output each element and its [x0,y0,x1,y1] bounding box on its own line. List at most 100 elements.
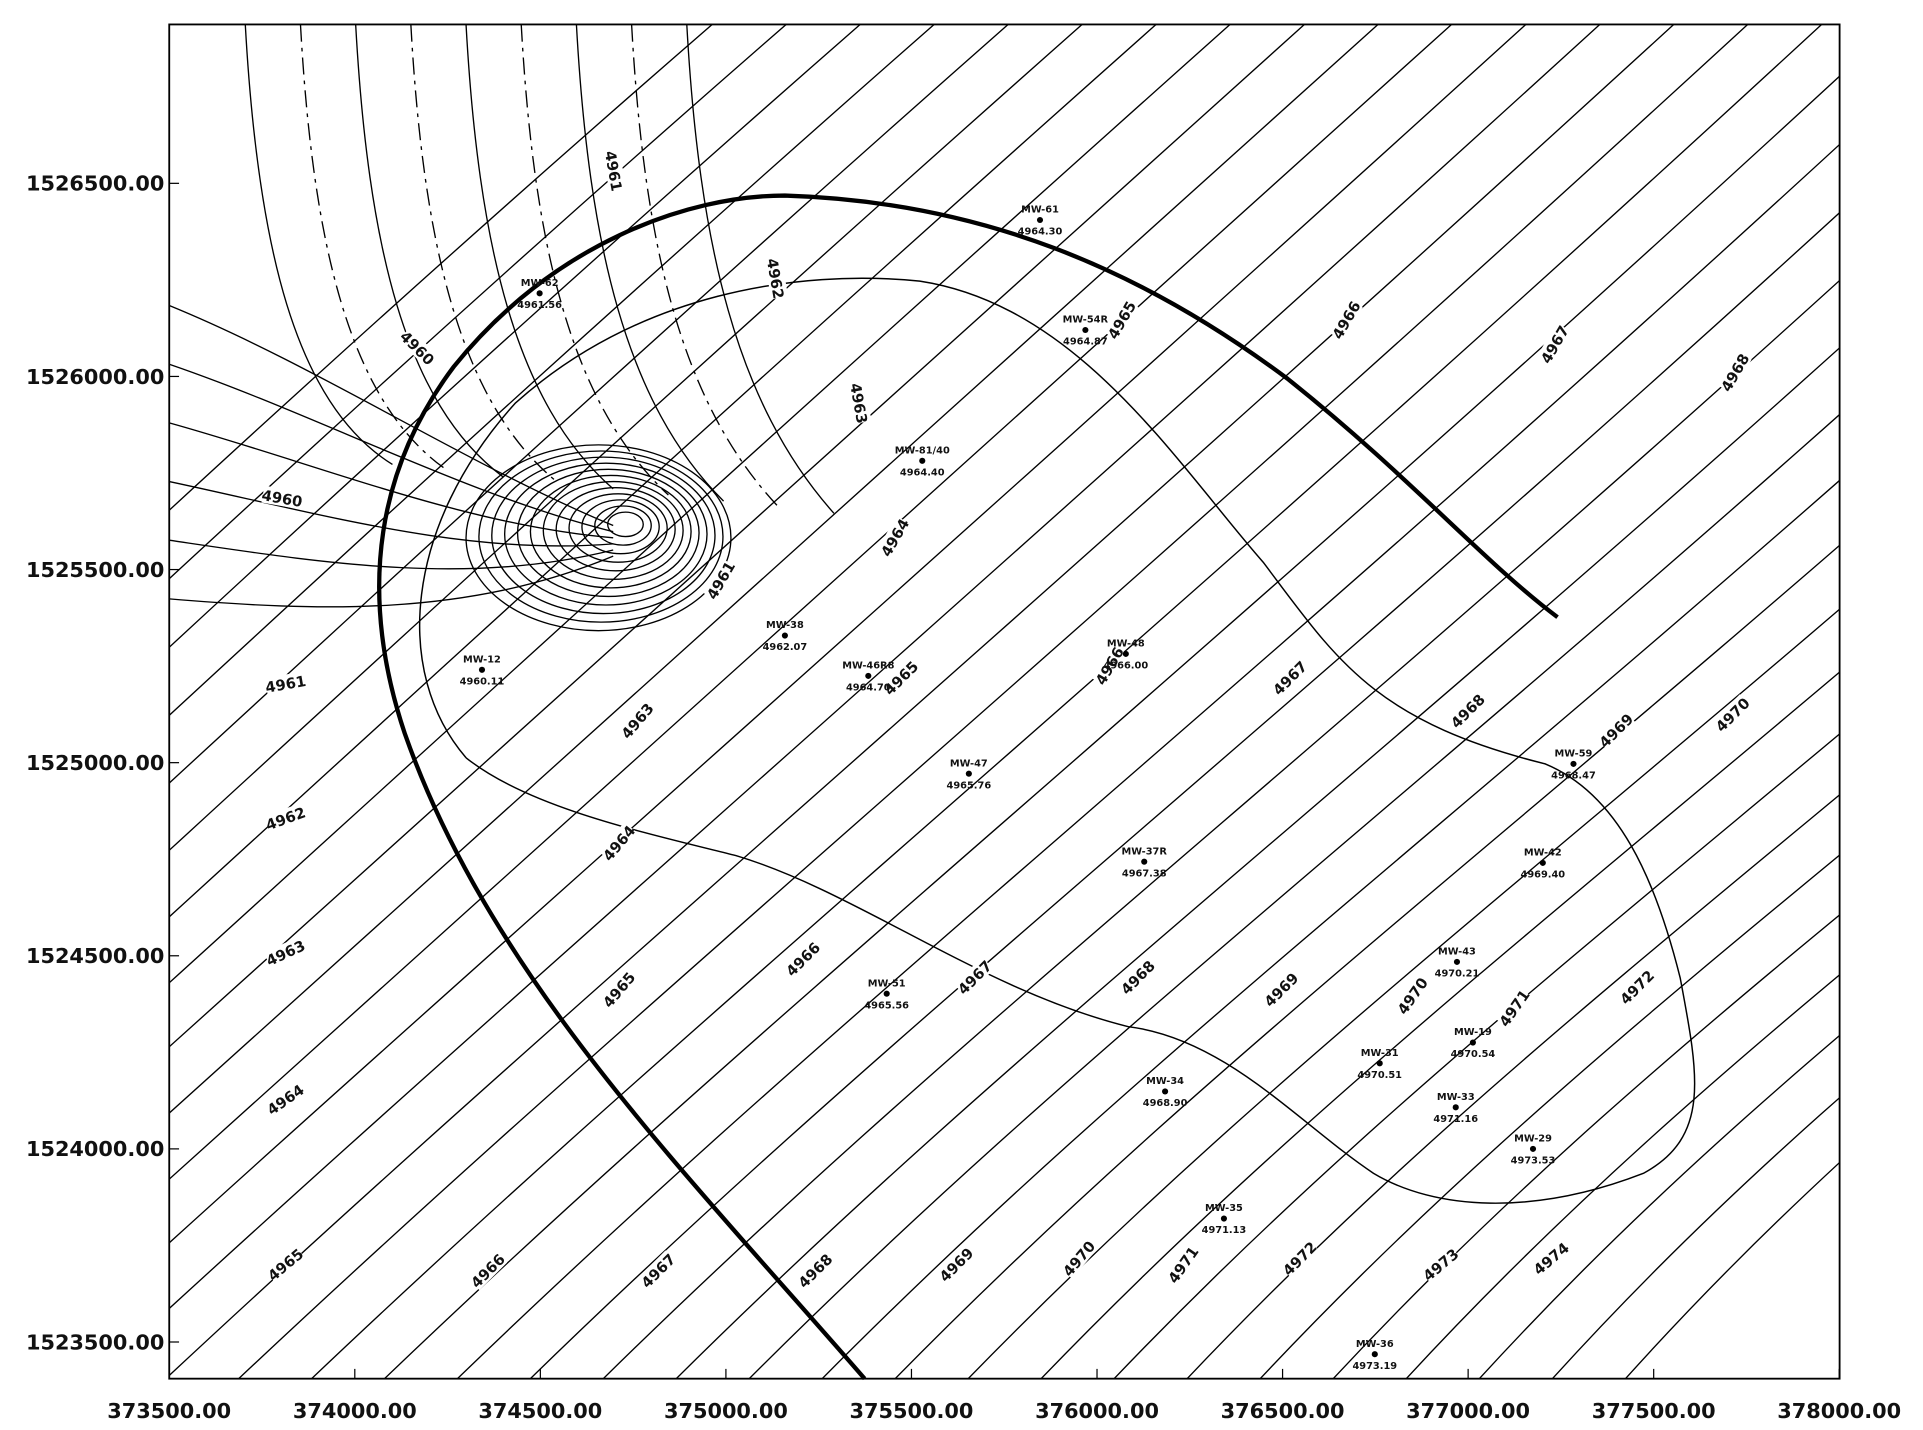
contour-line [0,0,1533,1430]
contour-line [0,0,1607,1430]
contour-label: 4966 [1329,299,1364,343]
well-name: MW-35 [1205,1203,1243,1214]
well-name: MW-51 [868,978,906,989]
well-value: 4964.70 [846,683,891,694]
contour-label: 4961 [264,673,307,697]
contour-label: 4970 [1060,1238,1099,1280]
contour-line [908,0,1923,1430]
contour-line [687,24,834,513]
well-value: 4971.16 [1433,1114,1478,1125]
well-value: 4970.21 [1435,969,1480,980]
well [865,673,871,679]
well-value: 4973.19 [1352,1361,1397,1372]
well-name: MW-54R [1063,315,1109,326]
x-tick-label: 374000.00 [293,1399,417,1423]
contour-label: 4963 [846,382,870,425]
well-value: 4961.56 [517,300,562,311]
contour-line [25,0,1681,1430]
well-value: 4965.76 [947,780,992,791]
contour-line [1128,0,1923,1430]
well [1570,761,1576,767]
well-name: MW-62 [521,278,559,289]
contour-label: 4964 [600,822,639,864]
well-value: 4964.30 [1018,227,1063,238]
well-name: MW-12 [463,654,501,665]
well [1530,1146,1536,1152]
well-name: MW-38 [766,620,804,631]
well [966,771,972,777]
well [479,667,485,673]
y-tick-label: 1526000.00 [26,365,164,389]
y-tick-label: 1525500.00 [26,558,164,582]
well-name: MW-36 [1356,1339,1394,1350]
contour-ring [569,494,667,562]
contour-label: 4960 [260,487,303,511]
well-value: 4965.56 [864,1000,909,1011]
well [1454,959,1460,965]
contour-label: 4965 [265,1246,307,1285]
map-frame [169,24,1839,1378]
well-value: 4967.38 [1122,868,1167,879]
well-name: MW-42 [1524,848,1562,859]
well-value: 4962.07 [763,642,808,653]
well [1037,217,1043,223]
contour-line [0,0,871,1430]
contour-line [0,0,944,1430]
contour-label: 4961 [601,150,625,193]
well-value: 4973.53 [1511,1156,1556,1167]
x-tick-label: 377000.00 [1406,1399,1530,1423]
x-tick-label: 377500.00 [1592,1399,1716,1423]
y-tick-label: 1525000.00 [26,751,164,775]
contour-line [1202,0,1923,1430]
well [1162,1088,1168,1094]
x-tick-label: 375000.00 [664,1399,788,1423]
x-tick-label: 374500.00 [478,1399,602,1423]
well-name: MW-61 [1021,205,1059,216]
contour-line [1496,0,1923,1430]
well-name: MW-47 [950,758,988,769]
contour-label: 4961 [704,559,739,603]
well-name: MW-33 [1437,1092,1475,1103]
contour-line [0,0,1312,1430]
x-tick-label: 373500.00 [107,1399,231,1423]
contour-line [169,364,613,531]
contour-label: 4964 [878,516,913,560]
well-name: MW-37R [1122,846,1168,857]
well-value: 4964.87 [1063,337,1108,348]
well-value: 4964.40 [900,467,945,478]
plume-boundary [420,278,1695,1203]
contour-line [466,24,613,488]
contour-map: 4961496249634960496049614962496349644965… [0,0,1923,1430]
well-value: 4960.11 [460,676,505,687]
contour-line [245,24,392,464]
well-name: MW-81/40 [895,445,950,456]
contour-line [98,0,1754,1430]
well [537,290,543,296]
contour-line [1423,0,1923,1430]
well-name: MW-46R8 [842,661,894,672]
well [1082,327,1088,333]
contour-label: 4965 [1105,299,1140,343]
well [1372,1351,1378,1357]
contour-label: 4965 [600,969,639,1011]
contour-line [169,423,613,538]
contour-line [1275,0,1923,1430]
contour-line [245,0,1901,1430]
well-value: 4966.00 [1104,661,1149,672]
well [884,991,890,997]
contour-label: 4968 [1718,351,1753,395]
contour-ring [608,512,644,536]
well-name: MW-29 [1514,1134,1552,1145]
x-tick-label: 376000.00 [1035,1399,1159,1423]
y-tick-label: 1524500.00 [26,944,164,968]
well-name: MW-34 [1146,1076,1184,1087]
contour-label: 4963 [618,700,657,742]
contour-line [169,556,613,607]
contour-ring [543,482,683,580]
contour-lines [0,0,1923,1430]
x-tick-label: 375500.00 [850,1399,974,1423]
well-value: 4970.54 [1451,1049,1496,1060]
well [1221,1216,1227,1222]
well-name: MW-59 [1555,749,1593,760]
y-tick-label: 1526500.00 [26,172,164,196]
